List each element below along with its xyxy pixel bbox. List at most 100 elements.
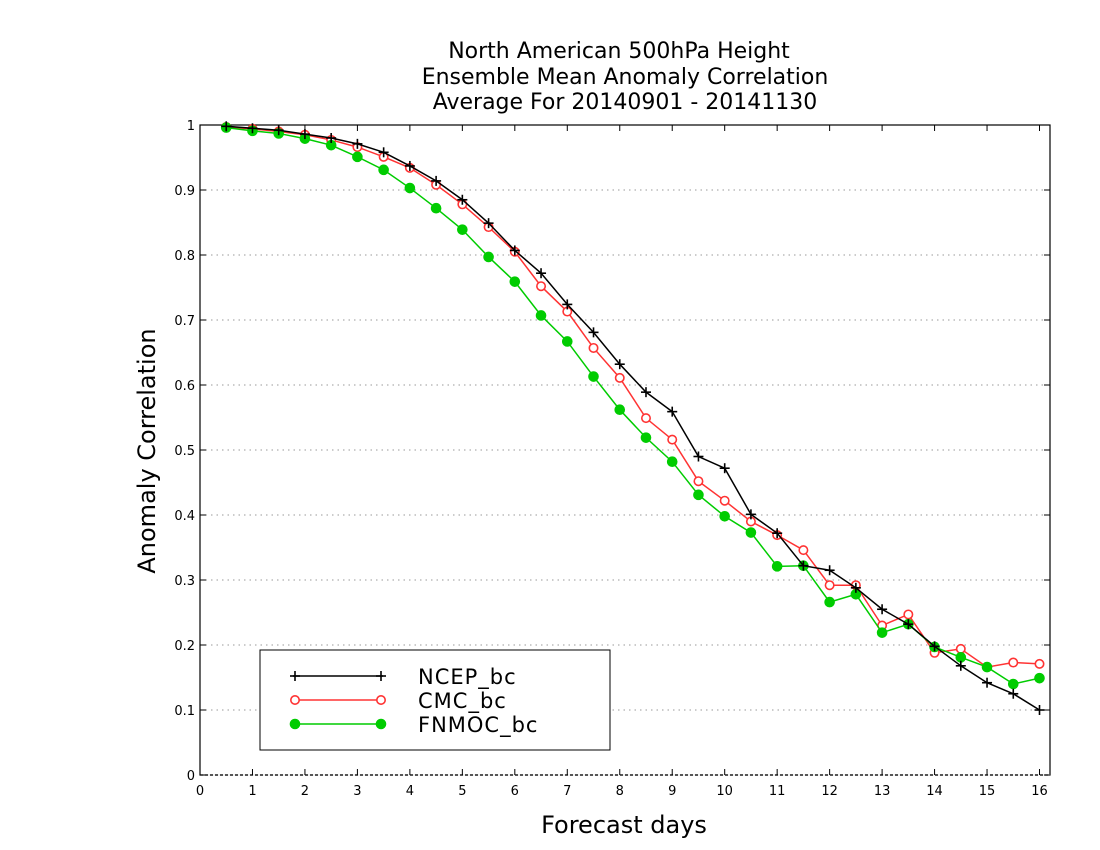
point-CMC_bc-31 [1034,658,1045,669]
point-FNMOC_bc-15 [614,404,626,416]
legend-marker-start-CMC_bc [289,694,300,705]
point-CMC_bc-26 [903,609,914,620]
point-FNMOC_bc-29 [981,661,993,673]
chart-title-line-1: North American 500hPa Height [448,39,790,64]
point-FNMOC_bc-20 [745,527,757,538]
series-CMC_bc [221,121,1045,673]
point-NCEP_bc-22 [798,560,809,571]
x-tick-label-9: 9 [668,784,676,799]
point-CMC_bc-28 [955,643,966,654]
point-NCEP_bc-19 [719,463,730,474]
point-FNMOC_bc-14 [588,371,599,382]
point-NCEP_bc-17 [667,406,678,417]
y-tick-label-6: 0.6 [174,379,195,394]
gridlines [200,189,1050,711]
series-line-CMC_bc [226,126,1040,668]
x-tick-label-5: 5 [458,784,466,799]
point-CMC_bc-30 [1008,657,1019,668]
legend-marker-start-FNMOC_bc [289,718,301,730]
point-NCEP_bc-14 [588,327,599,338]
y-tick-label-10: 1 [187,119,195,134]
x-tick-label-15: 15 [979,784,996,799]
point-NCEP_bc-11 [509,245,520,256]
point-FNMOC_bc-7 [404,182,416,194]
point-NCEP_bc-10 [483,218,494,229]
x-tick-label-11: 11 [769,784,786,799]
point-CMC_bc-18 [693,476,704,487]
point-NCEP_bc-31 [1034,705,1045,715]
point-NCEP_bc-23 [824,565,835,576]
point-NCEP_bc-5 [352,138,363,149]
point-CMC_bc-23 [824,580,835,591]
point-FNMOC_bc-28 [955,652,967,663]
legend-marker-start-NCEP_bc [290,671,300,681]
point-NCEP_bc-8 [431,175,442,186]
point-CMC_bc-12 [536,281,547,292]
x-axis-title: Forecast days [541,811,707,839]
point-NCEP_bc-12 [536,268,547,279]
point-FNMOC_bc-31 [1034,672,1045,684]
y-tick-label-5: 0.5 [174,444,195,459]
point-FNMOC_bc-5 [352,151,363,163]
point-FNMOC_bc-13 [561,336,573,347]
legend-label-CMC_bc: CMC_bc [418,689,507,714]
point-NCEP_bc-4 [326,133,337,143]
point-NCEP_bc-25 [877,604,888,615]
legend-entry-CMC_bc: CMC_bc [289,689,507,714]
x-tick-label-14: 14 [926,784,943,799]
legend-entry-FNMOC_bc: FNMOC_bc [289,713,537,738]
x-tick-label-0: 0 [196,784,204,799]
point-NCEP_bc-7 [404,160,415,171]
x-tick-label-3: 3 [353,784,361,799]
y-tick-label-3: 0.3 [174,574,195,589]
point-NCEP_bc-15 [614,359,625,370]
chart-title-line-3: Average For 20140901 - 20141130 [433,90,818,115]
x-tick-label-6: 6 [511,784,519,799]
chart-title: North American 500hPa Height Ensemble Me… [422,39,829,115]
point-FNMOC_bc-11 [509,276,521,287]
x-tick-label-1: 1 [248,784,256,799]
point-NCEP_bc-20 [745,509,756,520]
data-series [220,121,1045,715]
series-line-NCEP_bc [226,125,1040,711]
point-FNMOC_bc-10 [483,251,494,263]
point-NCEP_bc-0 [221,121,232,132]
y-tick-label-8: 0.8 [174,249,195,264]
y-axis-title: Anomaly Correlation [133,328,161,573]
series-line-FNMOC_bc [226,126,1040,685]
point-NCEP_bc-28 [955,660,966,671]
y-tick-label-9: 0.9 [174,184,195,199]
point-FNMOC_bc-18 [693,489,704,501]
point-FNMOC_bc-19 [719,511,730,522]
x-tick-label-16: 16 [1031,784,1048,799]
legend-marker-end-CMC_bc [375,694,386,705]
x-tick-label-2: 2 [301,784,309,799]
legend-label-NCEP_bc: NCEP_bc [418,665,517,690]
point-NCEP_bc-30 [1008,688,1019,699]
point-CMC_bc-15 [614,372,625,383]
point-CMC_bc-16 [640,413,651,424]
legend-marker-end-NCEP_bc [376,671,386,681]
y-tick-label-0: 0 [187,769,195,784]
point-NCEP_bc-18 [693,451,704,462]
point-NCEP_bc-6 [378,147,389,158]
point-FNMOC_bc-8 [430,202,442,214]
point-CMC_bc-17 [667,434,678,445]
series-FNMOC_bc [220,122,1045,690]
point-FNMOC_bc-25 [876,627,888,638]
point-CMC_bc-22 [798,545,809,556]
point-FNMOC_bc-6 [378,164,389,176]
series-NCEP_bc [221,121,1045,715]
point-CMC_bc-19 [719,495,730,506]
y-tick-label-4: 0.4 [174,509,195,524]
point-NCEP_bc-2 [273,125,284,136]
x-tick-label-8: 8 [616,784,624,799]
point-NCEP_bc-16 [640,387,651,398]
legend-entry-NCEP_bc: NCEP_bc [290,665,517,690]
x-tick-label-10: 10 [716,784,733,799]
point-NCEP_bc-21 [772,528,783,539]
y-tick-label-2: 0.2 [174,639,195,654]
point-NCEP_bc-1 [247,123,258,134]
point-NCEP_bc-3 [299,129,310,140]
